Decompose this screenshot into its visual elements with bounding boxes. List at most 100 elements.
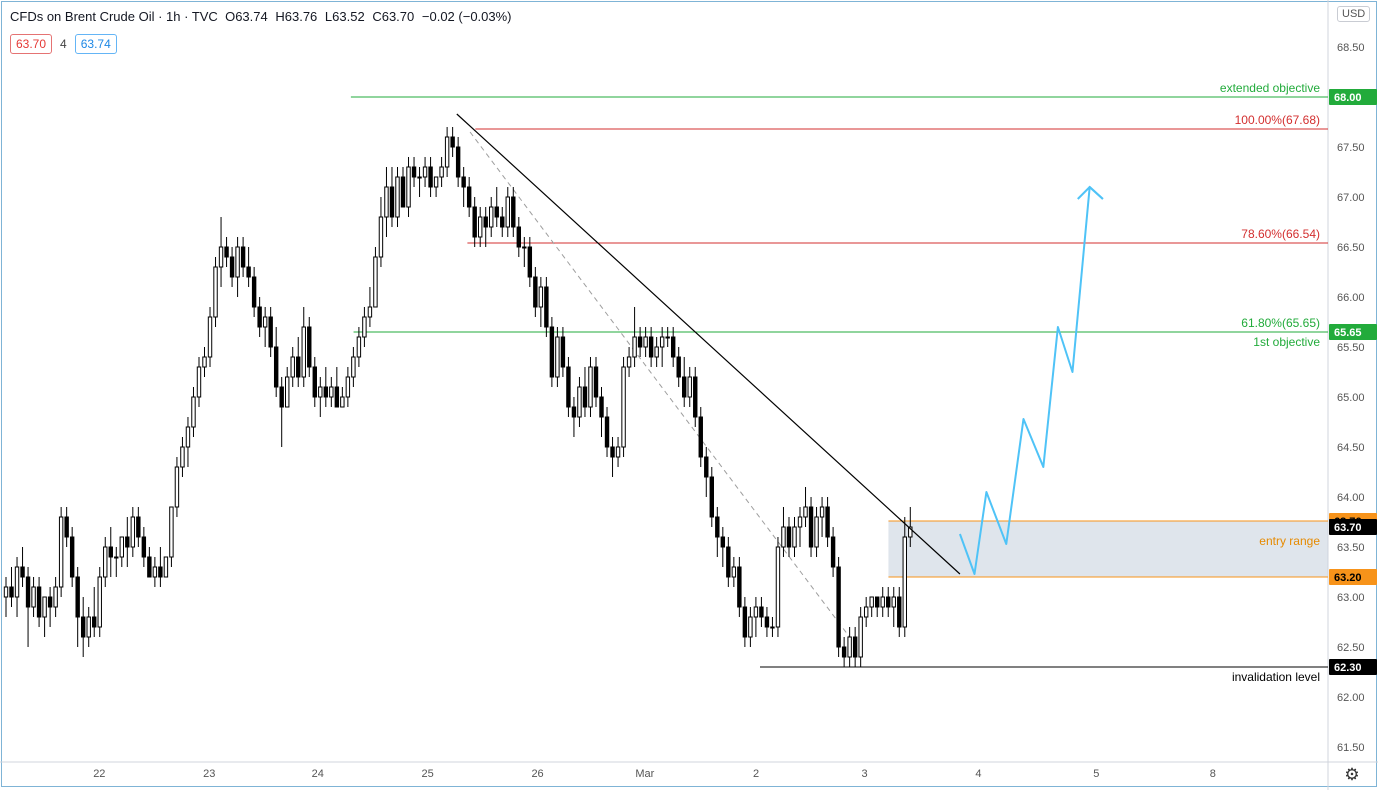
candle-body[interactable] [136, 516, 141, 538]
ask-price-badge[interactable]: 63.74 [74, 34, 117, 54]
candle-body[interactable] [417, 176, 422, 179]
settings-gear-icon[interactable]: ⚙ [1344, 765, 1360, 784]
candle-body[interactable] [704, 456, 709, 478]
candle-body[interactable] [709, 476, 714, 518]
candle-body[interactable] [891, 596, 896, 608]
candle-body[interactable] [235, 246, 240, 278]
candle-body[interactable] [908, 526, 913, 538]
candle-body[interactable] [207, 316, 213, 358]
candle-body[interactable] [461, 176, 466, 188]
candle-body[interactable] [42, 596, 47, 618]
candle-body[interactable] [422, 166, 428, 178]
candle-body[interactable] [477, 216, 483, 238]
candle-body[interactable] [814, 516, 819, 548]
candle-body[interactable] [670, 336, 676, 358]
candle-body[interactable] [720, 536, 726, 548]
candle-body[interactable] [593, 366, 599, 398]
candle-body[interactable] [803, 506, 808, 518]
candle-body[interactable] [847, 636, 852, 658]
candle-body[interactable] [588, 366, 593, 408]
candle-body[interactable] [577, 386, 582, 418]
candle-body[interactable] [560, 336, 566, 368]
candle-body[interactable] [786, 526, 792, 548]
candle-body[interactable] [522, 246, 527, 249]
candle-body[interactable] [25, 576, 31, 608]
candle-body[interactable] [3, 586, 9, 598]
candle-body[interactable] [770, 626, 775, 629]
candle-body[interactable] [229, 256, 235, 278]
candle-body[interactable] [312, 366, 317, 398]
currency-button[interactable]: USD [1337, 6, 1371, 22]
candle-body[interactable] [400, 176, 406, 208]
candle-body[interactable] [698, 416, 703, 458]
candle-body[interactable] [36, 586, 42, 618]
candle-body[interactable] [340, 396, 345, 408]
candle-body[interactable] [389, 186, 395, 218]
candle-body[interactable] [31, 586, 36, 608]
candle-body[interactable] [858, 616, 863, 658]
candle-body[interactable] [582, 386, 588, 408]
candle-body[interactable] [599, 396, 604, 418]
candle-body[interactable] [9, 586, 14, 598]
candle-body[interactable] [637, 336, 643, 348]
candle-body[interactable] [841, 646, 847, 658]
candle-body[interactable] [251, 276, 257, 308]
candle-body[interactable] [527, 246, 533, 278]
candle-body[interactable] [262, 316, 268, 328]
candle-body[interactable] [731, 566, 737, 578]
candle-body[interactable] [329, 386, 334, 398]
candle-body[interactable] [466, 186, 472, 208]
candle-body[interactable] [130, 516, 136, 548]
candle-body[interactable] [764, 616, 770, 628]
candle-body[interactable] [566, 366, 571, 408]
candle-body[interactable] [296, 356, 301, 378]
candle-body[interactable] [279, 386, 284, 408]
candle-body[interactable] [224, 246, 229, 258]
candle-body[interactable] [836, 566, 841, 648]
candle-body[interactable] [196, 366, 202, 398]
candle-body[interactable] [511, 196, 516, 228]
candle-body[interactable] [185, 426, 191, 448]
candle-body[interactable] [378, 216, 384, 258]
candle-body[interactable] [897, 596, 902, 628]
candle-body[interactable] [64, 516, 69, 538]
candle-body[interactable] [682, 376, 687, 398]
candle-body[interactable] [119, 536, 125, 558]
candle-body[interactable] [428, 166, 433, 188]
candle-body[interactable] [114, 556, 119, 559]
candle-body[interactable] [125, 536, 130, 548]
candle-body[interactable] [406, 166, 411, 208]
candle-body[interactable] [808, 506, 814, 548]
candle-body[interactable] [395, 176, 400, 218]
candle-body[interactable] [533, 276, 538, 308]
candle-body[interactable] [47, 596, 53, 608]
candle-body[interactable] [92, 616, 97, 628]
candle-body[interactable] [318, 386, 323, 398]
candle-body[interactable] [75, 576, 80, 618]
candle-body[interactable] [726, 546, 731, 578]
candle-body[interactable] [384, 186, 389, 218]
candle-body[interactable] [86, 616, 91, 638]
candle-body[interactable] [108, 546, 113, 558]
candle-body[interactable] [180, 446, 185, 468]
candle-body[interactable] [433, 176, 439, 188]
candle-body[interactable] [753, 606, 759, 618]
candle-body[interactable] [218, 246, 224, 268]
candle-body[interactable] [626, 356, 632, 368]
candle-body[interactable] [687, 376, 692, 398]
candle-body[interactable] [213, 266, 218, 318]
candle-body[interactable] [781, 526, 786, 548]
candle-body[interactable] [257, 306, 262, 328]
candle-body[interactable] [555, 336, 560, 378]
candle-body[interactable] [323, 386, 329, 398]
candle-body[interactable] [163, 556, 169, 578]
candle-body[interactable] [742, 606, 748, 638]
candle-body[interactable] [665, 336, 670, 339]
candle-body[interactable] [538, 286, 544, 308]
candle-body[interactable] [737, 566, 742, 608]
candle-body[interactable] [632, 336, 637, 358]
candle-body[interactable] [351, 356, 356, 378]
candle-body[interactable] [693, 376, 698, 418]
candle-body[interactable] [549, 326, 555, 378]
